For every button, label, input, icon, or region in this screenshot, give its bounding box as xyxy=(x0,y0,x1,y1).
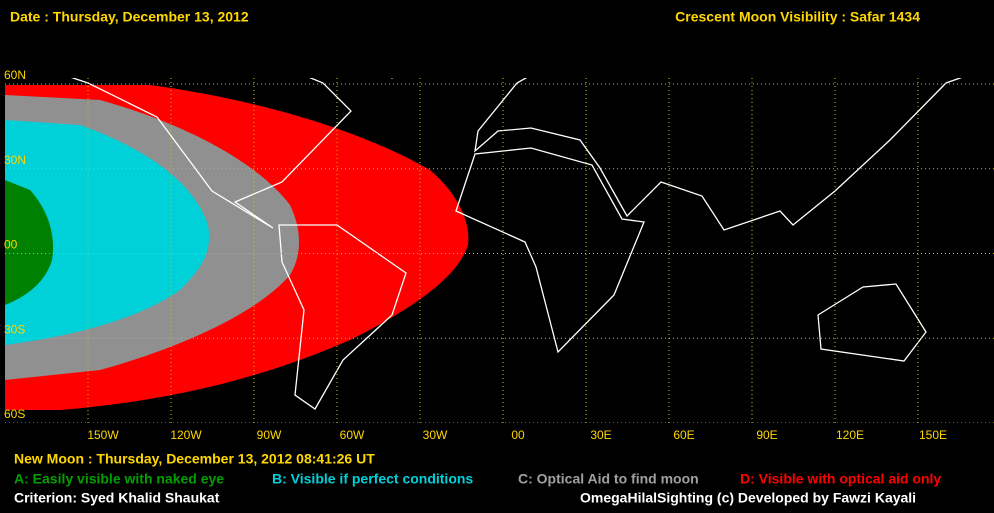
date: Date : Thursday, December 13, 2012 xyxy=(10,9,249,25)
lon-label: 90W xyxy=(257,428,282,442)
lon-label: 90E xyxy=(756,428,777,442)
lon-label: 120E xyxy=(836,428,864,442)
lat-label: 30S xyxy=(4,322,25,336)
lon-label: 30W xyxy=(423,428,448,442)
new-moon: New Moon : Thursday, December 13, 2012 0… xyxy=(14,451,375,467)
zone-b xyxy=(5,120,210,345)
map-title: Crescent Moon Visibility : Safar 1434 xyxy=(675,9,920,25)
graticule xyxy=(5,78,994,423)
legend-c: C: Optical Aid to find moon xyxy=(518,471,699,487)
legend-b: B: Visible if perfect conditions xyxy=(272,471,473,487)
legend-a: A: Easily visible with naked eye xyxy=(14,471,224,487)
axis-labels: 60N 30N 00 30S 60S 150W 120W 90W 60W 30W 00 30E 60E 9… xyxy=(4,68,947,442)
north-america xyxy=(70,78,352,229)
lon-label: 60E xyxy=(673,428,694,442)
lon-label: 150E xyxy=(919,428,947,442)
lat-label: 60S xyxy=(4,407,25,421)
south-america xyxy=(278,224,407,410)
eurasia xyxy=(474,78,963,231)
lon-label: 120W xyxy=(170,428,202,442)
lon-label: 150W xyxy=(87,428,119,442)
criterion: Criterion: Syed Khalid Shaukat xyxy=(14,490,220,506)
australia xyxy=(817,283,927,362)
lat-label: 00 xyxy=(4,238,18,252)
legend-d: D: Visible with optical aid only xyxy=(740,471,941,487)
zone-a xyxy=(5,180,54,305)
lon-label: 30E xyxy=(590,428,611,442)
lon-label: 60W xyxy=(340,428,365,442)
lon-label: 00 xyxy=(511,428,525,442)
credit: OmegaHilalSighting (c) Developed by Fawz… xyxy=(580,490,916,506)
lat-label: 30N xyxy=(4,153,26,167)
map-area xyxy=(5,78,994,423)
lat-label: 60N xyxy=(4,68,26,82)
africa xyxy=(455,147,645,354)
